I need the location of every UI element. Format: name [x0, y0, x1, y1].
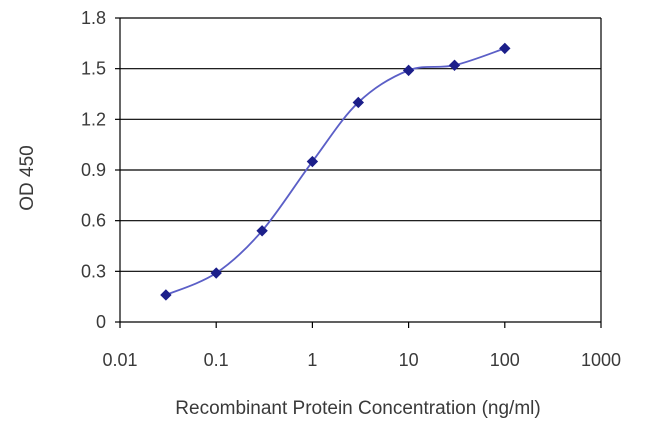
y-tick-label: 0 [96, 312, 106, 332]
x-axis-title: Recombinant Protein Concentration (ng/ml… [175, 398, 540, 419]
data-point-marker [256, 225, 268, 237]
gridlines [120, 17, 601, 272]
data-point-marker [499, 42, 511, 55]
data-point-marker [402, 64, 415, 77]
data-point-marker [448, 59, 461, 71]
y-tick-label: 1.8 [81, 8, 106, 28]
x-tick-label: 1 [307, 350, 317, 370]
axes [115, 17, 602, 328]
data-point-marker [160, 289, 172, 301]
y-tick-label: 1.5 [81, 59, 106, 79]
y-tick-label: 0.6 [81, 211, 106, 231]
y-tick-label: 0.3 [81, 261, 106, 281]
x-tick-label: 0.1 [204, 350, 229, 370]
data-point-marker [306, 155, 319, 168]
series-line [165, 47, 506, 296]
x-tick-label: 100 [490, 350, 520, 370]
y-axis-title: OD 450 [17, 145, 38, 210]
x-tick-label: 0.01 [102, 350, 137, 370]
data-point-marker [210, 267, 222, 279]
x-tick-label: 10 [399, 350, 419, 370]
data-point-marker [352, 96, 365, 109]
y-tick-labels: 0 0.3 0.6 0.9 1.2 1.5 1.8 [81, 8, 106, 332]
series [160, 42, 511, 301]
y-tick-label: 1.2 [81, 109, 106, 129]
x-tick-label: 1000 [581, 350, 621, 370]
x-tick-labels: 0.01 0.1 1 10 100 1000 [102, 350, 621, 370]
y-tick-label: 0.9 [81, 160, 106, 180]
